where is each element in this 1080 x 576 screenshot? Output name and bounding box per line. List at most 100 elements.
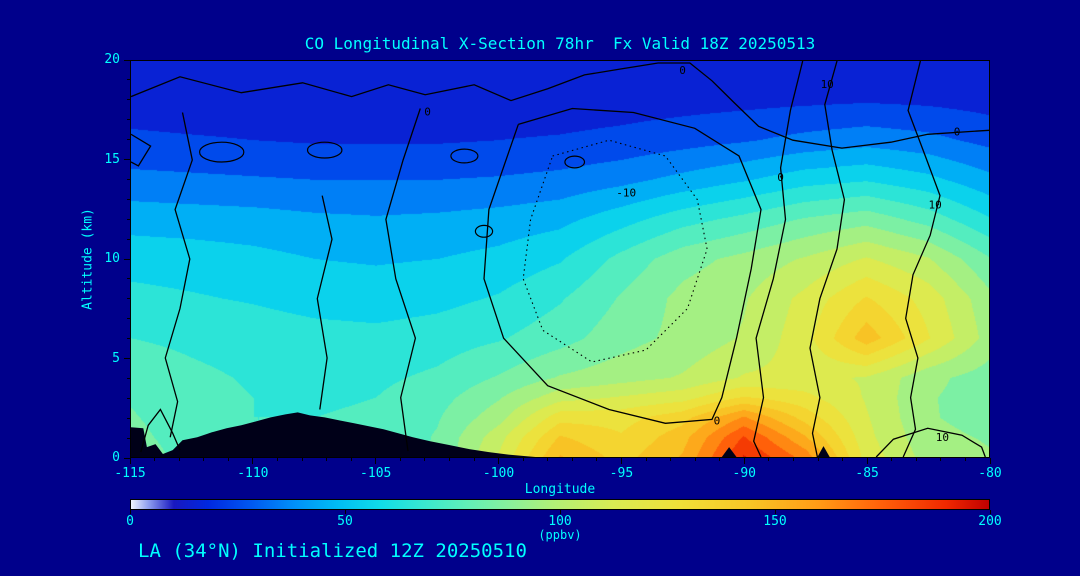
x-minor-tick-mark xyxy=(154,458,156,461)
x-tick-mark xyxy=(620,458,622,464)
colorbar-tick-label: 150 xyxy=(763,514,787,529)
x-minor-tick-mark xyxy=(915,458,917,461)
contour-loop xyxy=(474,224,494,238)
x-minor-tick-mark xyxy=(227,458,229,461)
y-tick-label: 5 xyxy=(112,350,120,366)
contour-label: 10 xyxy=(936,431,949,444)
colorbar-tick-label: 200 xyxy=(978,514,1002,529)
x-minor-tick-mark xyxy=(964,458,966,461)
contour-line xyxy=(483,107,762,424)
terrain-silhouette xyxy=(817,446,830,457)
colorbar-tick-mark xyxy=(559,510,561,514)
contour-label: 0 xyxy=(679,64,686,77)
contour-line xyxy=(131,133,152,167)
colorbar-tick-mark xyxy=(989,510,991,514)
y-tick-label: 20 xyxy=(104,52,120,67)
contour-label: 0 xyxy=(954,125,961,138)
x-tick-mark xyxy=(375,458,377,464)
contour-line xyxy=(809,61,846,457)
colorbar xyxy=(130,499,990,510)
contour-loop xyxy=(306,141,343,159)
y-tick-label: 10 xyxy=(104,251,120,266)
contour-loop xyxy=(198,141,245,163)
y-tick-mark xyxy=(124,159,130,160)
y-minor-tick-mark xyxy=(127,178,130,180)
contour-label: 10 xyxy=(821,78,834,91)
x-minor-tick-mark xyxy=(719,458,721,461)
x-minor-tick-mark xyxy=(768,458,770,461)
colorbar-units-label: (ppbv) xyxy=(538,528,582,542)
colorbar-tick-mark xyxy=(774,510,776,514)
x-tick-label: -85 xyxy=(855,466,879,481)
y-minor-tick-mark xyxy=(127,397,130,399)
x-minor-tick-mark xyxy=(276,458,278,461)
y-minor-tick-mark xyxy=(127,218,130,220)
x-minor-tick-mark xyxy=(940,458,942,461)
contour-line xyxy=(522,139,708,363)
x-minor-tick-mark xyxy=(792,458,794,461)
contour-loop xyxy=(564,155,586,169)
contour-label: 10 xyxy=(928,199,941,212)
x-tick-label: -115 xyxy=(114,466,146,481)
x-tick-label: -110 xyxy=(237,466,269,481)
x-tick-label: -100 xyxy=(482,466,515,481)
contour-line xyxy=(385,108,421,452)
y-minor-tick-mark xyxy=(127,139,130,141)
x-tick-label: -95 xyxy=(609,466,634,481)
x-minor-tick-mark xyxy=(326,458,328,461)
y-minor-tick-mark xyxy=(127,417,130,419)
y-minor-tick-mark xyxy=(127,338,130,340)
x-tick-mark xyxy=(498,458,500,464)
y-minor-tick-mark xyxy=(127,377,130,379)
x-minor-tick-mark xyxy=(596,458,598,461)
x-minor-tick-mark xyxy=(399,458,401,461)
x-tick-mark xyxy=(252,458,254,464)
x-minor-tick-mark xyxy=(203,458,205,461)
y-tick-mark xyxy=(124,457,130,459)
y-minor-tick-mark xyxy=(127,79,130,81)
y-minor-tick-mark xyxy=(127,298,130,300)
colorbar-tick-mark xyxy=(129,510,131,514)
x-tick-label: -90 xyxy=(732,466,757,481)
colorbar-tick-label: 0 xyxy=(126,514,134,529)
x-minor-tick-mark xyxy=(350,458,352,461)
x-minor-tick-mark xyxy=(571,458,573,461)
x-minor-tick-mark xyxy=(424,458,426,461)
x-minor-tick-mark xyxy=(817,458,819,461)
contour-label: 0 xyxy=(424,106,431,119)
plot-area: 0 0 0 0 -10 10 10 0 10 xyxy=(130,60,990,458)
y-tick-label: 0 xyxy=(112,450,120,465)
contour-label: 0 xyxy=(777,171,784,184)
y-minor-tick-mark xyxy=(127,238,130,240)
y-tick-mark xyxy=(124,358,130,359)
x-axis-label: Longitude xyxy=(524,482,596,497)
x-minor-tick-mark xyxy=(694,458,696,461)
colorbar-tick-label: 100 xyxy=(548,514,572,529)
y-minor-tick-mark xyxy=(127,278,130,280)
x-minor-tick-mark xyxy=(547,458,549,461)
contour-line xyxy=(753,61,804,457)
contour-line xyxy=(164,112,193,438)
terrain-silhouette xyxy=(721,447,737,457)
y-tick-mark xyxy=(124,59,130,61)
x-minor-tick-mark xyxy=(178,458,180,461)
colorbar-tick-label: 50 xyxy=(337,514,353,529)
chart-title: CO Longitudinal X-Section 78hr Fx Valid … xyxy=(304,34,816,53)
y-minor-tick-mark xyxy=(127,119,130,121)
y-minor-tick-mark xyxy=(127,437,130,439)
footer-annotation: LA (34°N) Initialized 12Z 20250510 xyxy=(138,540,527,562)
y-tick-mark xyxy=(124,258,130,260)
contour-line xyxy=(131,62,989,149)
x-minor-tick-mark xyxy=(842,458,844,461)
y-minor-tick-mark xyxy=(127,318,130,320)
contour-label: 0 xyxy=(714,414,721,427)
x-minor-tick-mark xyxy=(301,458,303,461)
x-minor-tick-mark xyxy=(448,458,450,461)
contour-label: -10 xyxy=(616,187,636,200)
x-tick-mark xyxy=(866,458,868,464)
contour-line xyxy=(875,427,986,457)
x-tick-label: -80 xyxy=(978,466,1002,481)
contour-line xyxy=(902,61,941,457)
x-tick-mark xyxy=(989,458,991,464)
